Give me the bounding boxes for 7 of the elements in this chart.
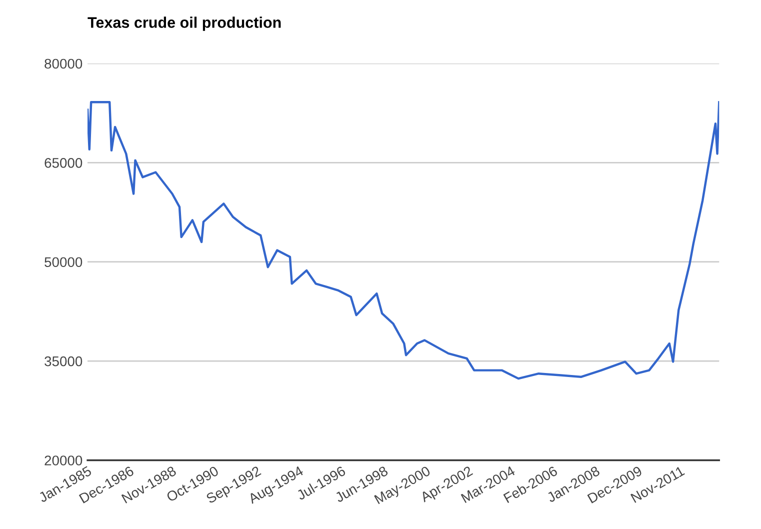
y-tick-label: 80000 [44, 58, 82, 69]
y-tick-label: 20000 [44, 456, 82, 466]
y-tick-label: 50000 [44, 257, 82, 268]
line-series [88, 101, 720, 380]
y-tick-label: 65000 [44, 158, 82, 168]
y-tick-label: 35000 [44, 356, 82, 366]
chart-title: Texas crude oil production [88, 16, 281, 31]
